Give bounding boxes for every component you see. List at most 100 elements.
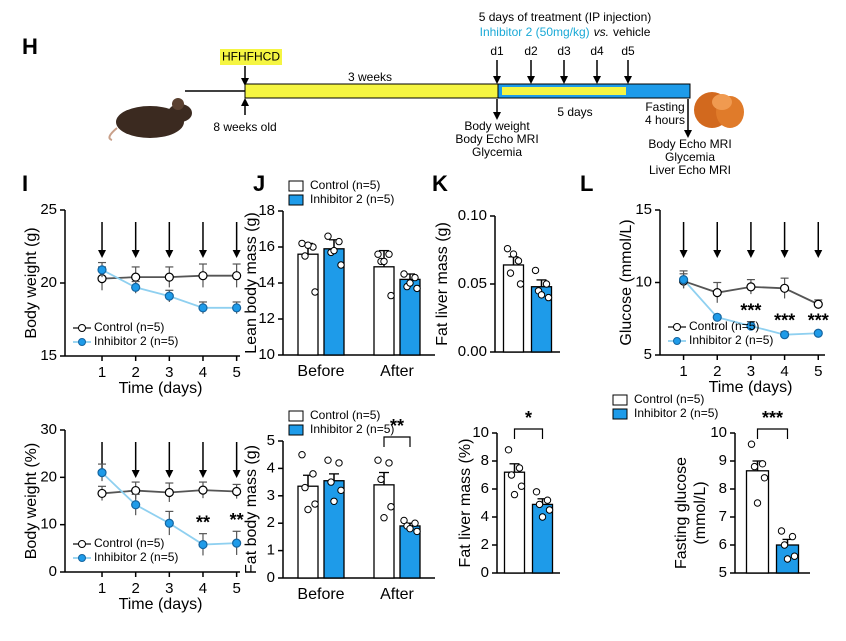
x-axis-label: Time (days) bbox=[119, 380, 203, 397]
data-point bbox=[164, 487, 174, 498]
y-tick-label: 15 bbox=[40, 347, 57, 364]
measure: Body Echo MRI bbox=[648, 137, 731, 151]
measure: Glycemia bbox=[665, 150, 715, 164]
data-point bbox=[746, 321, 756, 331]
data-point bbox=[712, 312, 722, 322]
legend-swatch bbox=[288, 410, 304, 422]
significance: ** bbox=[390, 416, 404, 436]
individual-point bbox=[301, 252, 309, 260]
treatment-arms: Inhibitor 2 (50mg/kg) vs. vehicle bbox=[480, 25, 651, 39]
data-point bbox=[131, 282, 141, 292]
individual-point bbox=[406, 279, 414, 287]
individual-point bbox=[411, 273, 419, 282]
x-tick-label: 3 bbox=[747, 363, 755, 380]
bar bbox=[373, 484, 395, 579]
individual-point bbox=[531, 266, 540, 275]
x-tick-label: 4 bbox=[199, 364, 207, 381]
y-tick-label: 0.10 bbox=[458, 207, 487, 224]
individual-point bbox=[330, 246, 338, 255]
bar bbox=[297, 253, 319, 356]
data-point bbox=[97, 488, 107, 499]
panel-label: L bbox=[580, 171, 593, 196]
bar bbox=[373, 266, 395, 356]
individual-point bbox=[747, 440, 756, 448]
individual-point bbox=[515, 464, 524, 472]
day-label: d5 bbox=[621, 44, 635, 58]
x-tick-label: 1 bbox=[98, 580, 106, 597]
individual-point bbox=[758, 460, 767, 468]
vs: vs. bbox=[594, 25, 609, 39]
legend-swatch-marker bbox=[78, 554, 86, 562]
individual-point bbox=[387, 503, 395, 511]
x-tick-label: 5 bbox=[232, 364, 240, 381]
panel-label: K bbox=[432, 171, 448, 196]
individual-point bbox=[750, 462, 759, 471]
legend-label: Control (n=5) bbox=[689, 319, 759, 333]
y-tick-label: 10 bbox=[258, 346, 275, 363]
individual-point bbox=[400, 516, 408, 525]
y-tick-label: 8 bbox=[719, 480, 727, 497]
y-tick-label: 10 bbox=[710, 424, 727, 441]
data-point bbox=[779, 283, 790, 293]
y-tick-label: 15 bbox=[635, 201, 652, 218]
data-point bbox=[232, 538, 242, 548]
individual-point bbox=[298, 451, 306, 459]
individual-point bbox=[532, 488, 541, 496]
data-point bbox=[164, 518, 174, 528]
x-tick-label: 5 bbox=[814, 363, 822, 380]
significance-bracket bbox=[383, 436, 411, 447]
individual-point bbox=[514, 257, 523, 265]
y-axis-label: Fat body mass (g) bbox=[243, 445, 260, 574]
data-point bbox=[232, 271, 242, 281]
data-point bbox=[746, 282, 756, 292]
significance: *** bbox=[808, 311, 829, 331]
y-tick-label: 0 bbox=[267, 569, 275, 586]
x-tick-label: 1 bbox=[98, 364, 106, 381]
y-axis-label: Body weight (g) bbox=[23, 227, 40, 338]
y-tick-label: 6 bbox=[719, 536, 727, 553]
y-tick-label: 10 bbox=[472, 424, 489, 441]
individual-point bbox=[413, 284, 421, 293]
x-axis-label: Time (days) bbox=[709, 379, 793, 396]
individual-point bbox=[790, 552, 799, 560]
data-point bbox=[712, 288, 722, 298]
legend-label: Control (n=5) bbox=[94, 536, 164, 550]
y-tick-label: 4 bbox=[267, 459, 275, 476]
individual-point bbox=[337, 486, 345, 495]
data-point bbox=[232, 486, 242, 497]
x-tick-label: After bbox=[380, 586, 414, 603]
individual-point bbox=[506, 269, 515, 277]
legend-label: Inhibitor 2 (n=5) bbox=[310, 422, 394, 436]
x-tick-label: 4 bbox=[199, 580, 207, 597]
y-tick-label: 0 bbox=[481, 564, 489, 581]
x-tick-label: 2 bbox=[713, 363, 721, 380]
data-point bbox=[198, 485, 208, 495]
y-tick-label: 30 bbox=[40, 421, 57, 438]
individual-point bbox=[538, 513, 547, 521]
treatment-duration: 5 days bbox=[557, 105, 592, 119]
individual-point bbox=[337, 261, 345, 269]
y-axis-label: Body weight (%) bbox=[23, 443, 40, 560]
individual-point bbox=[517, 482, 526, 490]
y-tick-label: 16 bbox=[258, 238, 275, 255]
x-tick-label: 1 bbox=[679, 363, 687, 380]
individual-point bbox=[516, 280, 525, 288]
significance: * bbox=[525, 408, 532, 428]
individual-point bbox=[309, 470, 317, 478]
data-point bbox=[164, 272, 174, 282]
x-tick-label: 3 bbox=[165, 580, 173, 597]
liver-icon bbox=[694, 92, 744, 128]
individual-point bbox=[301, 483, 309, 492]
individual-point bbox=[509, 250, 518, 258]
individual-point bbox=[304, 241, 312, 249]
y-axis-label: Fat liver mass (g) bbox=[434, 222, 451, 346]
data-point bbox=[198, 539, 208, 550]
diet-label: HFHFHCD bbox=[222, 50, 280, 64]
individual-point bbox=[507, 471, 516, 479]
individual-point bbox=[510, 490, 519, 499]
x-tick-label: Before bbox=[297, 586, 344, 603]
data-point bbox=[97, 265, 107, 275]
legend-swatch-marker bbox=[78, 540, 86, 548]
individual-point bbox=[387, 291, 395, 300]
